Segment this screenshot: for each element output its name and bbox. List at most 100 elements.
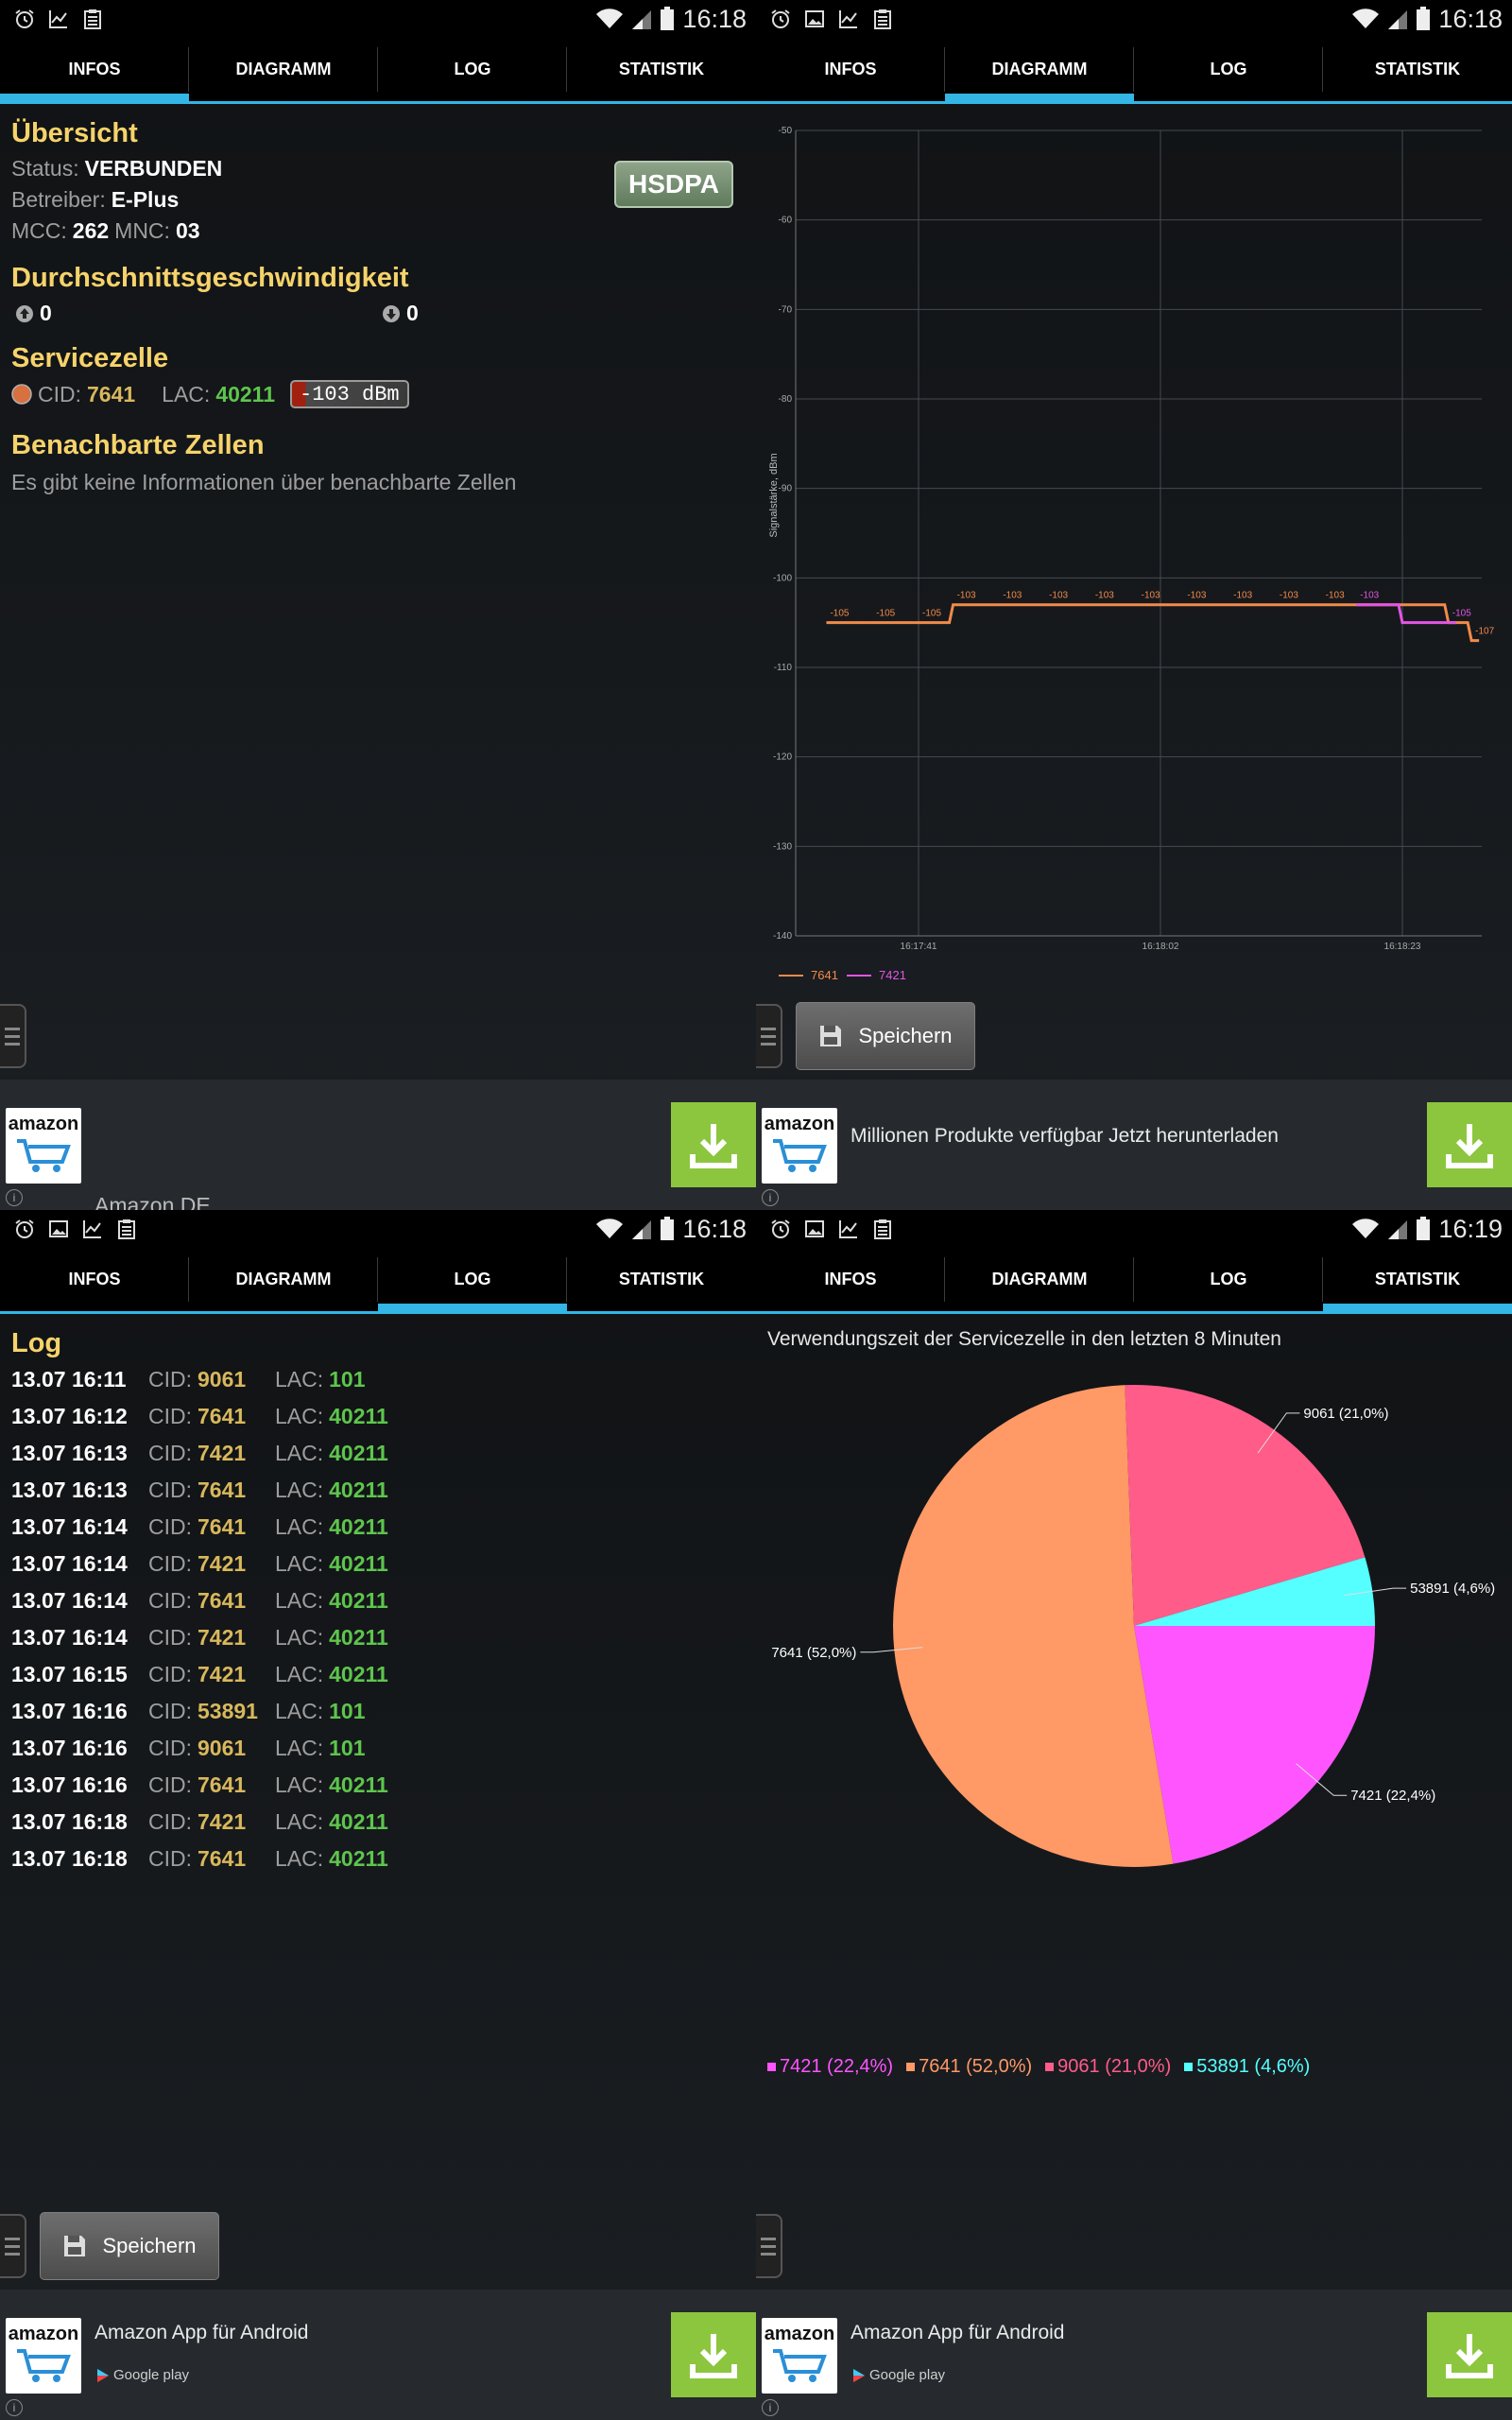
chart-icon: [839, 10, 857, 28]
tab-diagramm[interactable]: DIAGRAMM: [945, 1248, 1134, 1311]
legend-swatch: [1184, 2063, 1194, 2071]
tab-statistik[interactable]: STATISTIK: [1374, 60, 1461, 78]
drawer-handle[interactable]: [756, 2214, 782, 2278]
signal-icon: [1388, 10, 1408, 29]
legend-swatch: [767, 2063, 776, 2071]
data-label: -105: [922, 609, 941, 619]
log-cid-value: 7421: [198, 1662, 247, 1686]
drawer-handle-icon: [761, 1027, 776, 1030]
status-bar: 16:18: [0, 0, 756, 38]
log-cid-label: CID:: [148, 1514, 192, 1539]
pie-slice-53891: [1134, 1557, 1375, 1626]
wifi-icon: [596, 9, 624, 29]
log-lac-value: 40211: [329, 1514, 388, 1539]
drawer-handle[interactable]: [756, 1004, 782, 1068]
tab-infos[interactable]: INFOS: [0, 38, 189, 101]
ad-banner[interactable]: amazon Millionen Produkte verfügbar Jetz…: [756, 1080, 1512, 1210]
log-lac-label: LAC:: [275, 1588, 324, 1613]
tab-diagramm[interactable]: DIAGRAMM: [945, 38, 1134, 101]
log-lac-value: 40211: [329, 1625, 388, 1650]
status-bar: 16:18: [756, 0, 1512, 38]
tab-bar: INFOS DIAGRAMM LOG STATISTIK: [756, 38, 1512, 104]
pie-slice-label: 7421 (22,4%): [1350, 1788, 1435, 1804]
alarm-icon: [771, 1219, 790, 1238]
log-date: 13.07 16:15: [11, 1662, 128, 1686]
tab-log[interactable]: LOG: [1134, 1248, 1323, 1311]
y-tick-label: -140: [773, 931, 792, 942]
neighbor-cells-text: Es gibt keine Informationen über benachb…: [11, 470, 517, 494]
log-date: 13.07 16:16: [11, 1699, 128, 1723]
log-lac-value: 40211: [329, 1441, 388, 1465]
log-row: 13.07 16:13 CID: 7641 LAC: 40211: [11, 1472, 748, 1509]
battery-icon: [1417, 1217, 1431, 1240]
tab-infos[interactable]: INFOS: [756, 1248, 945, 1311]
info-icon[interactable]: i: [762, 1189, 779, 1206]
legend-label: 9061 (21,0%): [1057, 2056, 1172, 2077]
log-date: 13.07 16:11: [11, 1367, 127, 1392]
tab-infos[interactable]: INFOS: [0, 1248, 189, 1311]
tab-log[interactable]: LOG: [378, 1248, 567, 1311]
log-cid-value: 53891: [198, 1699, 258, 1723]
lac-value: 40211: [215, 381, 276, 406]
data-label: -103: [1095, 591, 1114, 601]
info-icon[interactable]: i: [6, 1189, 23, 1206]
drawer-handle-icon: [761, 2237, 776, 2240]
drawer-handle[interactable]: [0, 1004, 26, 1068]
log-cid-value: 9061: [198, 1367, 247, 1392]
log-date: 13.07 16:18: [11, 1846, 128, 1871]
download-arrow-icon: [1446, 2334, 1493, 2378]
amazon-logo: amazon: [6, 2318, 81, 2394]
save-button[interactable]: Speichern: [796, 1002, 975, 1070]
ad-text: Millionen Produkte verfügbar Jetzt herun…: [850, 1125, 1279, 1147]
data-label: -103: [957, 591, 976, 601]
ad-download-button[interactable]: [1427, 2312, 1512, 2397]
ad-banner[interactable]: amazon Amazon App für Android Google pla…: [756, 2290, 1512, 2420]
info-icon[interactable]: i: [6, 2399, 23, 2416]
ad-banner[interactable]: amazon Amazon.DE i: [0, 1080, 756, 1210]
save-button[interactable]: Speichern: [40, 2212, 219, 2280]
serving-cell-title: Servicezelle: [11, 343, 169, 373]
tab-log[interactable]: LOG: [378, 38, 567, 101]
chart-icon: [83, 1220, 101, 1238]
drawer-handle-icon: [5, 2237, 20, 2240]
pie-leader-line: [1344, 1587, 1407, 1597]
log-cid-value: 7421: [198, 1441, 247, 1465]
x-tick-label: 16:18:02: [1143, 942, 1179, 952]
chart-icon: [839, 1220, 857, 1238]
tab-diagramm[interactable]: DIAGRAMM: [189, 1248, 378, 1311]
neighbor-cells-title: Benachbarte Zellen: [11, 430, 265, 460]
mcc-label: MCC:: [11, 218, 67, 243]
ad-download-button[interactable]: [671, 2312, 756, 2397]
log-lac-value: 40211: [329, 1846, 388, 1871]
ad-download-button[interactable]: [671, 1102, 756, 1187]
download-icon: [383, 304, 400, 322]
info-icon[interactable]: i: [762, 2399, 779, 2416]
clock: 16:18: [682, 1214, 747, 1243]
panel-infos: 16:18 INFOS DIAGRAMM LOG STATISTIK Übers…: [0, 0, 756, 1210]
ad-banner[interactable]: amazon Amazon App für Android Google pla…: [0, 2290, 756, 2420]
tab-diagramm[interactable]: DIAGRAMM: [189, 38, 378, 101]
tab-infos[interactable]: INFOS: [756, 38, 945, 101]
serving-cell-line: CID: 7641 LAC: 40211 -103 dBm: [11, 380, 409, 408]
tab-statistik[interactable]: STATISTIK: [618, 60, 705, 78]
log-lac-value: 40211: [329, 1588, 388, 1613]
data-label: -103: [1360, 591, 1379, 601]
ad-download-button[interactable]: [1427, 1102, 1512, 1187]
pie-legend-item: 9061 (21,0%): [1045, 2056, 1171, 2078]
log-cid-label: CID:: [148, 1809, 192, 1834]
log-cid-label: CID:: [148, 1404, 192, 1428]
log-cid-label: CID:: [148, 1625, 192, 1650]
tab-log[interactable]: LOG: [1134, 38, 1323, 101]
save-label: Speichern: [858, 1024, 953, 1047]
log-cid-value: 9061: [198, 1736, 247, 1760]
y-axis-title: Signalstärke, dBm: [768, 453, 780, 537]
signal-icon: [632, 10, 652, 29]
download-speed: 0: [382, 301, 419, 326]
log-row: 13.07 16:18 CID: 7421 LAC: 40211: [11, 1804, 748, 1841]
drawer-handle[interactable]: [0, 2214, 26, 2278]
log-lac-value: 40211: [329, 1551, 388, 1576]
tab-statistik[interactable]: STATISTIK: [618, 1270, 705, 1288]
tab-statistik[interactable]: STATISTIK: [1323, 1248, 1512, 1311]
log-lac-value: 40211: [329, 1478, 388, 1502]
legend-label: 7421 (22,4%): [780, 2056, 894, 2077]
